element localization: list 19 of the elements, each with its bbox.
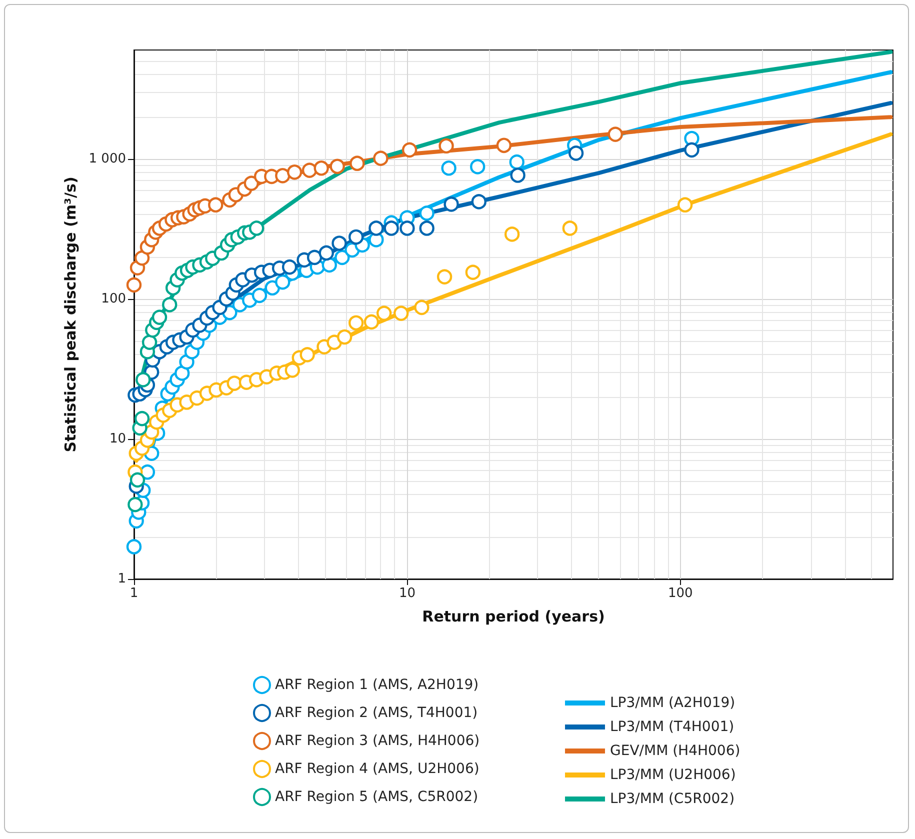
y-axis-title: Statistical peak discharge (m³/s) <box>61 176 80 452</box>
legend-label: LP3/MM (U2H006) <box>610 767 736 783</box>
legend-label: ARF Region 1 (AMS, A2H019) <box>275 677 479 693</box>
legend-label: ARF Region 2 (AMS, T4H001) <box>275 705 478 721</box>
x-tick-label: 100 <box>668 586 693 601</box>
y-tick-label: 1 <box>118 572 126 586</box>
y-tick-label: 1 000 <box>88 151 126 166</box>
y-tick-label: 100 <box>101 291 126 306</box>
legend-label: ARF Region 4 (AMS, U2H006) <box>275 761 480 777</box>
legend-label: LP3/MM (C5R002) <box>610 791 735 807</box>
x-axis-title: Return period (years) <box>422 608 605 626</box>
x-tick-label: 10 <box>398 586 416 601</box>
legend-label: ARF Region 5 (AMS, C5R002) <box>275 789 478 805</box>
legend-label: ARF Region 3 (AMS, H4H006) <box>275 733 480 749</box>
x-tick-label: 1 <box>130 586 138 601</box>
legend-label: GEV/MM (H4H006) <box>610 743 740 759</box>
y-tick-label: 10 <box>109 431 126 446</box>
legend-label: LP3/MM (T4H001) <box>610 719 734 735</box>
legend-label: LP3/MM (A2H019) <box>610 695 736 711</box>
